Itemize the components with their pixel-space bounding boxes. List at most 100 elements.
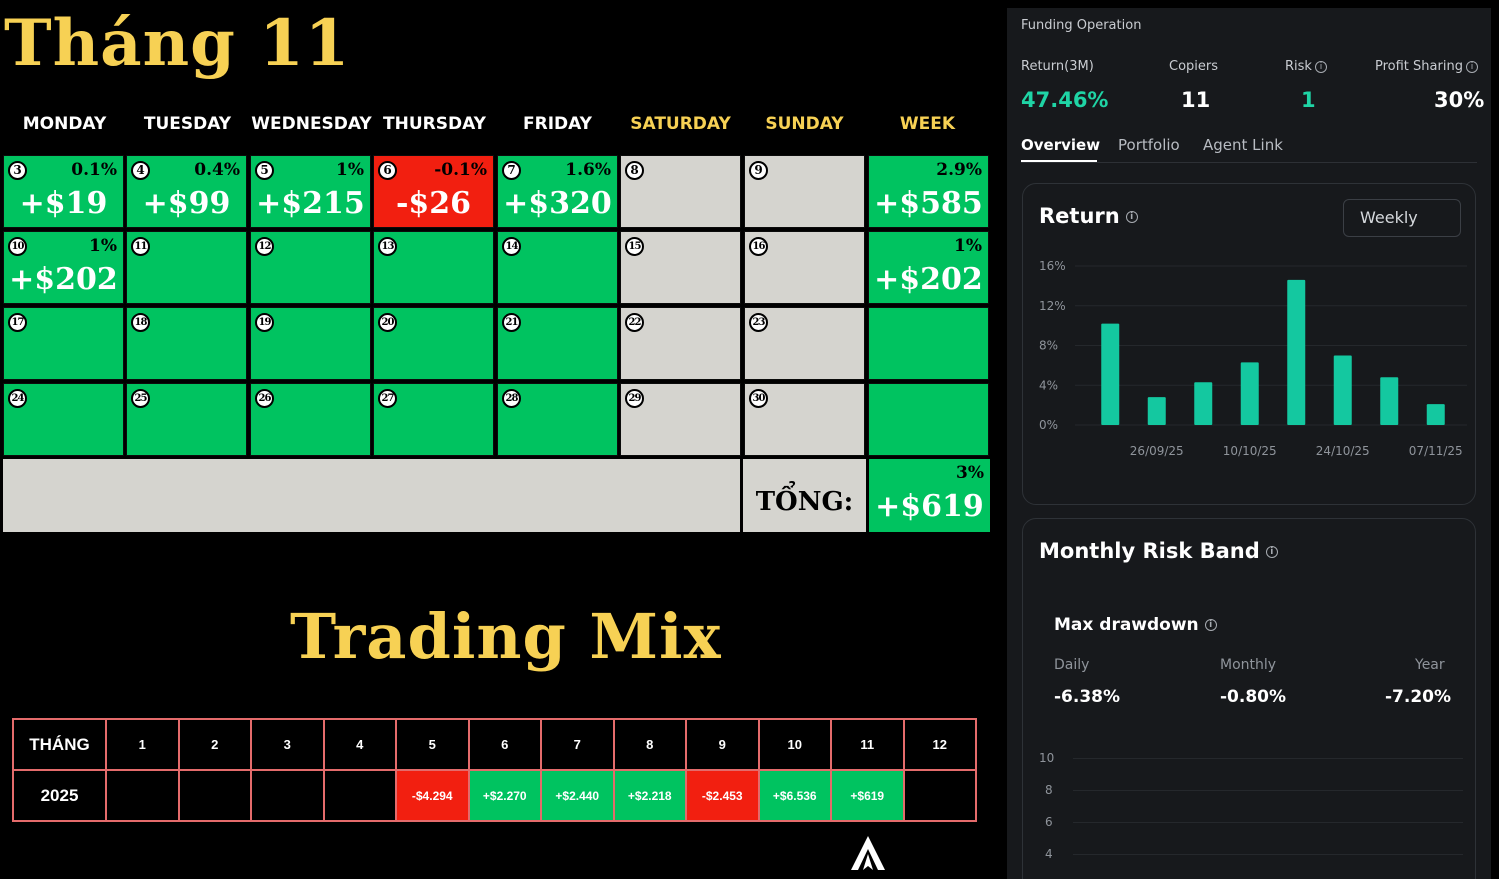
day-number: 25: [131, 389, 150, 408]
period-dropdown[interactable]: Weekly: [1343, 199, 1461, 237]
month-header: 5: [395, 718, 470, 771]
return-bar[interactable]: [1380, 377, 1399, 425]
day-number: 12: [255, 237, 274, 256]
day-cell[interactable]: 12: [250, 231, 371, 304]
day-header-sunday: SUNDAY: [765, 114, 844, 134]
day-cell[interactable]: 16: [744, 231, 865, 304]
day-cell[interactable]: 15: [620, 231, 741, 304]
month-header: 12: [902, 718, 977, 771]
return-bar[interactable]: [1101, 323, 1120, 425]
day-number: 30: [749, 389, 768, 408]
return-bar[interactable]: [1333, 355, 1352, 425]
y-tick-label: 4%: [1039, 378, 1058, 392]
y-tick-label: 12%: [1039, 299, 1066, 313]
tab-portfolio[interactable]: Portfolio: [1118, 136, 1180, 154]
risk-label: Risk i: [1285, 59, 1327, 74]
day-pct: 0.1%: [71, 160, 117, 180]
day-cell[interactable]: 22: [620, 307, 741, 380]
profit-sharing-info-icon[interactable]: i: [1465, 60, 1478, 73]
day-cell[interactable]: 3 0.1% +$19: [3, 155, 124, 228]
month-value: -$4.294: [395, 769, 470, 822]
day-number: 7: [502, 161, 521, 180]
year-label: 2025: [12, 769, 107, 822]
return-bar[interactable]: [1426, 404, 1445, 425]
risk-band-card: Monthly Risk Band i Max drawdown i Daily M…: [1022, 518, 1476, 879]
return-bar[interactable]: [1147, 397, 1166, 425]
risk-gridline: [1073, 758, 1463, 759]
day-cell[interactable]: 21: [497, 307, 618, 380]
return-3m-value: 47.46%: [1021, 88, 1109, 112]
day-pct: 0.4%: [194, 160, 240, 180]
month-value: -$2.453: [685, 769, 760, 822]
day-cell[interactable]: 27: [373, 383, 494, 456]
year-label-metric: Year: [1415, 657, 1445, 673]
risk-info-icon[interactable]: i: [1314, 60, 1327, 73]
day-cell[interactable]: 23: [744, 307, 865, 380]
day-pct: 1.6%: [565, 160, 611, 180]
week-pct: 2.9%: [936, 160, 982, 180]
day-cell[interactable]: 4 0.4% +$99: [126, 155, 247, 228]
trading-mix-table: THÁNG 1 2 3 4 5 6 7 8 9 10 11 12 2025 -$4.294 +$2.27…: [12, 718, 977, 822]
monthly-value: -0.80%: [1220, 687, 1287, 707]
day-cell[interactable]: 7 1.6% +$320: [497, 155, 618, 228]
month-title: Tháng 11: [4, 6, 351, 81]
day-cell[interactable]: 5 1% +$215: [250, 155, 371, 228]
day-cell[interactable]: 25: [126, 383, 247, 456]
return-bar[interactable]: [1240, 362, 1259, 425]
month-header-label: THÁNG: [12, 718, 107, 771]
day-cell[interactable]: 26: [250, 383, 371, 456]
risk-band-info-icon[interactable]: i: [1265, 546, 1278, 558]
day-number: 14: [502, 237, 521, 256]
day-header-thursday: THURSDAY: [383, 114, 486, 134]
risk-gridline: [1073, 854, 1463, 855]
x-tick-label: 24/10/25: [1316, 444, 1370, 458]
return-bar[interactable]: [1194, 382, 1213, 425]
risk-gridline: [1073, 822, 1463, 823]
day-number: 24: [8, 389, 27, 408]
day-number: 5: [255, 161, 274, 180]
day-cell[interactable]: 14: [497, 231, 618, 304]
day-number: 23: [749, 313, 768, 332]
day-cell[interactable]: 8: [620, 155, 741, 228]
day-number: 29: [625, 389, 644, 408]
day-cell[interactable]: 17: [3, 307, 124, 380]
max-drawdown-info-icon[interactable]: i: [1204, 619, 1217, 631]
day-cell[interactable]: 10 1% +$202: [3, 231, 124, 304]
day-cell[interactable]: 19: [250, 307, 371, 380]
day-cell[interactable]: 13: [373, 231, 494, 304]
day-cell[interactable]: 30: [744, 383, 865, 456]
return-bar[interactable]: [1287, 279, 1306, 425]
tab-agent-link[interactable]: Agent Link: [1203, 136, 1283, 154]
y-tick-label: 16%: [1039, 259, 1066, 273]
copiers-label: Copiers: [1169, 59, 1219, 74]
day-cell[interactable]: 18: [126, 307, 247, 380]
day-cell[interactable]: 11: [126, 231, 247, 304]
day-cell[interactable]: 29: [620, 383, 741, 456]
day-cell[interactable]: 9: [744, 155, 865, 228]
month-value: [250, 769, 325, 822]
total-label: TỔNG:: [755, 487, 854, 517]
day-number: 8: [625, 161, 644, 180]
daily-label: Daily: [1054, 657, 1090, 673]
return-info-icon[interactable]: i: [1125, 211, 1138, 223]
month-header: 8: [612, 718, 687, 771]
total-amount: +$619: [875, 489, 984, 524]
week-total-cell: [868, 307, 989, 380]
day-cell[interactable]: 20: [373, 307, 494, 380]
month-value: +$6.536: [757, 769, 832, 822]
month-value: [322, 769, 397, 822]
day-number: 16: [749, 237, 768, 256]
week-total-cell: [868, 383, 989, 456]
day-cell[interactable]: 24: [3, 383, 124, 456]
day-cell[interactable]: 28: [497, 383, 618, 456]
profit-sharing-label: Profit Sharing i: [1375, 59, 1478, 74]
day-header-friday: FRIDAY: [523, 114, 592, 134]
day-cell[interactable]: 6 -0.1% -$26: [373, 155, 494, 228]
day-number: 28: [502, 389, 521, 408]
risk-y-tick: 8: [1045, 783, 1053, 797]
week-amount: +$585: [874, 186, 983, 221]
day-number: 4: [131, 161, 150, 180]
month-header: 7: [540, 718, 615, 771]
tab-overview[interactable]: Overview: [1021, 136, 1101, 154]
total-pct: 3%: [956, 463, 984, 483]
